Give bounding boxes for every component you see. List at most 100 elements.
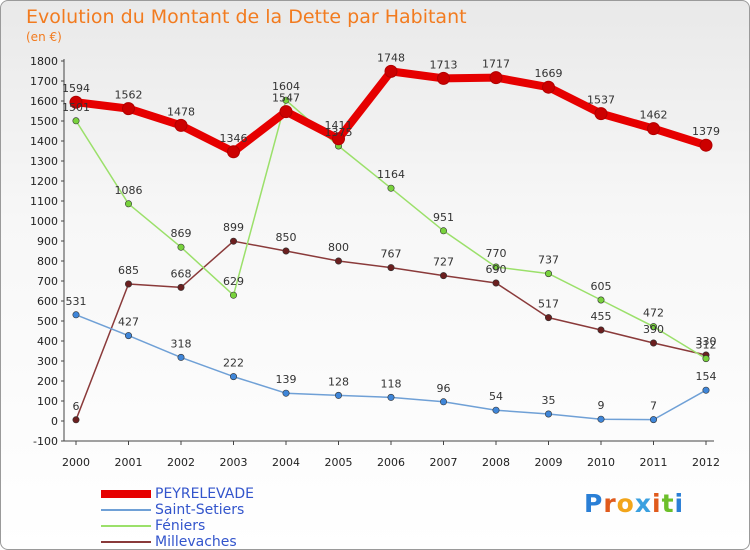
data-label: 685 — [118, 264, 139, 277]
legend-label: Millevaches — [155, 534, 237, 550]
data-label: 1346 — [220, 132, 248, 145]
data-label: 390 — [643, 323, 664, 336]
data-point — [279, 105, 293, 119]
y-tick-label: 1300 — [30, 155, 58, 168]
y-tick-label: 1100 — [30, 195, 58, 208]
y-tick-label: 100 — [37, 395, 58, 408]
y-tick-label: 600 — [37, 295, 58, 308]
data-label: 629 — [223, 275, 244, 288]
data-point — [649, 339, 657, 347]
x-tick-label: 2003 — [220, 456, 248, 469]
x-tick-label: 2004 — [272, 456, 300, 469]
data-label: 96 — [437, 382, 451, 395]
data-point — [437, 71, 450, 85]
y-tick-label: 700 — [37, 275, 58, 288]
data-label: 517 — [538, 298, 559, 311]
x-tick-label: 2010 — [587, 456, 615, 469]
data-label: 330 — [696, 335, 717, 348]
data-point — [177, 243, 185, 251]
x-tick-label: 2001 — [115, 456, 143, 469]
x-tick-label: 2009 — [535, 456, 563, 469]
data-point — [699, 138, 713, 152]
x-tick-label: 2012 — [692, 456, 720, 469]
x-tick-label: 2007 — [430, 456, 458, 469]
logo-letter: i — [652, 489, 662, 518]
data-label: 318 — [171, 337, 192, 350]
data-label: 1669 — [535, 67, 563, 80]
data-point — [177, 283, 185, 291]
data-point — [439, 227, 447, 235]
x-tick-label: 2006 — [377, 456, 405, 469]
y-tick-label: 1600 — [30, 95, 58, 108]
data-label: 737 — [538, 254, 559, 267]
data-label: 1379 — [692, 125, 720, 138]
data-point — [544, 314, 552, 322]
data-point — [282, 96, 290, 104]
y-tick-label: 900 — [37, 235, 58, 248]
data-point — [387, 264, 395, 272]
data-point — [174, 118, 188, 132]
chart-title: Evolution du Montant de la Dette par Hab… — [26, 6, 467, 28]
data-label: 118 — [381, 377, 402, 390]
data-label: 1164 — [377, 168, 405, 181]
legend-item-feniers: Féniers — [101, 518, 254, 534]
data-point — [282, 247, 290, 255]
data-point — [334, 391, 342, 399]
data-point — [649, 416, 657, 424]
data-label: 770 — [486, 247, 507, 260]
data-label: 1537 — [587, 94, 615, 107]
data-label: 690 — [486, 263, 507, 276]
data-label: 800 — [328, 241, 349, 254]
data-point — [387, 184, 395, 192]
data-label: 54 — [489, 390, 503, 403]
data-point — [492, 406, 500, 414]
data-point — [72, 416, 80, 424]
data-label: 767 — [381, 248, 402, 261]
data-point — [702, 386, 710, 394]
data-label: 899 — [223, 221, 244, 234]
y-tick-label: 500 — [37, 315, 58, 328]
data-point — [230, 373, 238, 381]
data-point — [332, 132, 345, 146]
data-point — [227, 145, 240, 159]
data-point — [542, 80, 555, 94]
data-label: 7 — [650, 400, 657, 413]
y-tick-label: -100 — [33, 435, 58, 448]
legend-swatch — [101, 490, 151, 498]
data-point — [544, 410, 552, 418]
series-peyrelevade — [69, 64, 713, 159]
data-label: 427 — [118, 316, 139, 329]
data-point — [702, 355, 710, 363]
data-point — [489, 71, 503, 85]
logo-letter: t — [661, 489, 675, 518]
legend-item-saint-setiers: Saint-Setiers — [101, 502, 254, 518]
legend-swatch — [101, 541, 151, 543]
data-point — [594, 107, 608, 121]
data-label: 1462 — [640, 109, 668, 122]
data-point — [69, 95, 83, 109]
data-point — [597, 326, 605, 334]
data-label: 605 — [591, 280, 612, 293]
data-label: 727 — [433, 256, 454, 269]
data-point — [492, 279, 500, 287]
data-point — [125, 280, 133, 288]
legend: PEYRELEVADE Saint-Setiers Féniers Millev… — [101, 486, 254, 550]
y-tick-label: 1200 — [30, 175, 58, 188]
data-label: 154 — [696, 370, 717, 383]
x-tick-label: 2011 — [640, 456, 668, 469]
series-f-niers — [72, 96, 710, 363]
legend-item-millevaches: Millevaches — [101, 534, 254, 550]
x-tick-label: 2000 — [62, 456, 90, 469]
data-label: 1748 — [377, 51, 405, 64]
data-point — [384, 64, 398, 78]
data-point — [492, 263, 500, 271]
series-line — [75, 314, 707, 421]
data-point — [649, 323, 657, 331]
logo-letter: x — [634, 489, 652, 518]
data-label: 668 — [171, 267, 192, 280]
x-tick-label: 2002 — [167, 456, 195, 469]
y-tick-label: 300 — [37, 355, 58, 368]
y-tick-label: 800 — [37, 255, 58, 268]
